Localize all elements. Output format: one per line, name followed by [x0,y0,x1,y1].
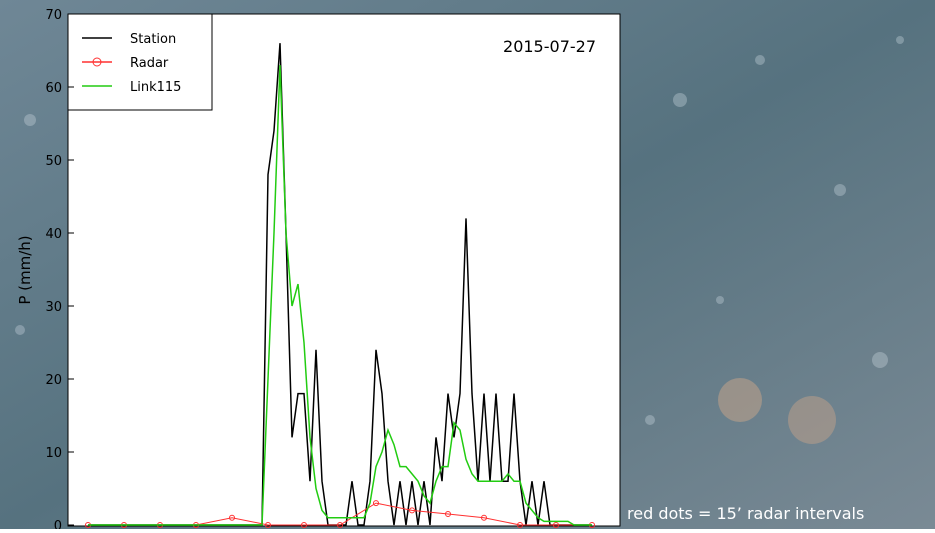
note: red dots = 15’ radar intervals [627,504,864,523]
legend-label: Link115 [130,80,181,95]
legend-label: Station [130,32,176,47]
y-axis-label: P (mm/h) [16,235,34,304]
y-tick-label: 60 [45,81,62,96]
legend-label: Radar [130,56,169,71]
y-tick-label: 0 [54,519,62,529]
y-tick-label: 30 [45,300,62,315]
chart: P (mm/h) 2015-07-27 red dots = 15’ radar… [0,0,935,529]
annotation: 2015-07-27 [503,37,596,56]
y-tick-label: 40 [45,227,62,242]
y-tick-label: 50 [45,154,62,169]
bokeh [718,378,762,422]
y-tick-label: 70 [45,8,62,23]
y-tick-label: 20 [45,373,62,388]
bokeh [788,396,836,444]
y-tick-label: 10 [45,446,62,461]
